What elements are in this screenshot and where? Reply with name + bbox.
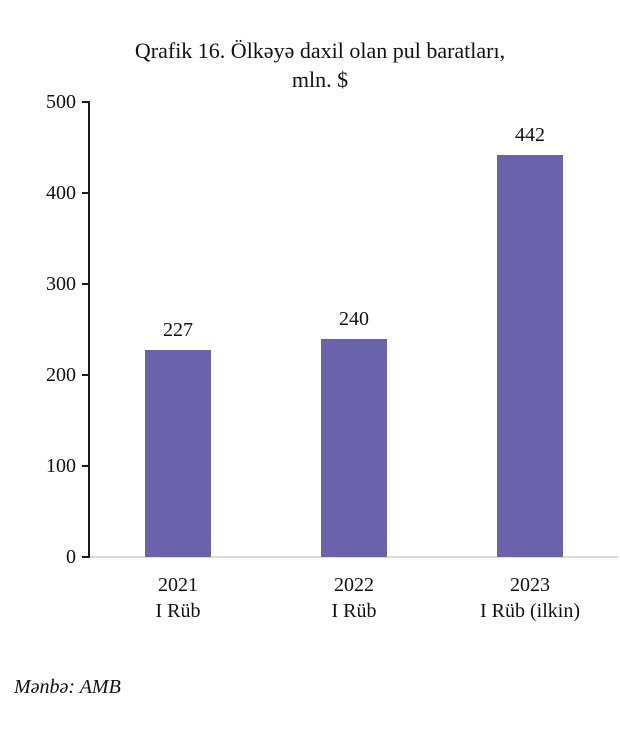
- x-axis-label: 2022 I Rüb: [264, 572, 444, 624]
- x-axis-label: 2021 I Rüb: [88, 572, 268, 624]
- x-axis-label-line2: I Rüb: [155, 600, 201, 622]
- chart-title-line1: Qrafik 16. Ölkəyə daxil olan pul baratla…: [134, 38, 506, 63]
- bar: [321, 338, 387, 557]
- y-axis-tick: [82, 283, 90, 285]
- x-axis-label: 2023 I Rüb (ilkin): [440, 572, 620, 624]
- y-axis-tick: [82, 101, 90, 103]
- y-axis-label: 0: [66, 546, 76, 568]
- x-axis-baseline: [90, 556, 618, 558]
- bar: [145, 350, 211, 557]
- y-axis-tick: [82, 465, 90, 467]
- x-axis-label-line1: 2021: [158, 574, 198, 596]
- x-axis-label-line2: I Rüb: [331, 600, 377, 622]
- y-axis-tick: [82, 192, 90, 194]
- bar-value-label: 442: [515, 123, 545, 146]
- chart-title: Qrafik 16. Ölkəyə daxil olan pul baratla…: [30, 36, 610, 94]
- y-axis-label: 400: [46, 182, 76, 204]
- chart-title-line2: mln. $: [291, 67, 349, 92]
- x-axis-label-line2: I Rüb (ilkin): [480, 600, 580, 622]
- bar: [497, 154, 563, 557]
- y-axis-tick: [82, 374, 90, 376]
- y-axis-line: [88, 101, 90, 558]
- y-axis-tick: [82, 556, 90, 558]
- source-note: Mənbə: AMB: [14, 676, 121, 698]
- y-axis-label: 100: [46, 455, 76, 477]
- y-axis-label: 500: [46, 91, 76, 113]
- y-axis-label: 200: [46, 364, 76, 386]
- x-axis-label-line1: 2022: [334, 574, 374, 596]
- bar-value-label: 227: [163, 319, 193, 342]
- y-axis-label: 300: [46, 273, 76, 295]
- bar-value-label: 240: [339, 307, 369, 330]
- x-axis-label-line1: 2023: [510, 574, 550, 596]
